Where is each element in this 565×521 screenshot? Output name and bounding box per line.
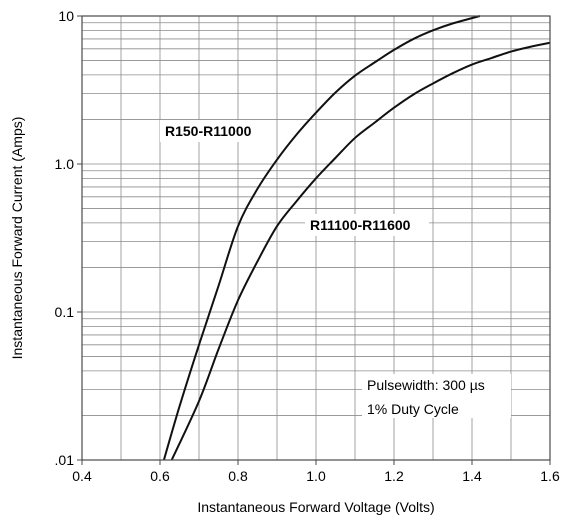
grid-layer: [82, 16, 550, 460]
note-duty-cycle: 1% Duty Cycle: [367, 401, 459, 417]
y-tick-label: 1.0: [55, 156, 75, 172]
x-tick-label: 0.8: [228, 468, 248, 484]
x-tick-label: 0.4: [72, 468, 92, 484]
series-label-r150-r11000: R150-R11000: [165, 123, 252, 139]
series-label-r11100-r11600: R11100-R11600: [310, 217, 411, 233]
tick-layer: 0.4 0.6 0.8 1.0 1.2 1.4 1.6 .01 0.1 1.0 10: [55, 8, 560, 484]
series-line-r11100-r11600: [170, 41, 551, 461]
x-tick-label: 1.2: [384, 468, 404, 484]
series-line-r150-r11000: [162, 15, 481, 461]
x-tick-label: 1.0: [306, 468, 326, 484]
x-axis-title: Instantaneous Forward Voltage (Volts): [197, 499, 434, 515]
series-label-bg-1: [160, 120, 272, 142]
y-axis-title: Instantaneous Forward Current (Amps): [9, 117, 25, 360]
y-tick-label: .01: [55, 452, 75, 468]
note-pulsewidth: Pulsewidth: 300 µs: [367, 377, 485, 393]
curve-layer: [162, 15, 551, 461]
x-tick-label: 1.6: [540, 468, 560, 484]
x-tick-label: 1.4: [462, 468, 482, 484]
series-label-bg-2: [305, 214, 429, 236]
y-tick-label: 10: [58, 8, 74, 24]
y-tick-label: 0.1: [55, 304, 75, 320]
note-bg: [362, 374, 511, 418]
x-tick-label: 0.6: [150, 468, 170, 484]
